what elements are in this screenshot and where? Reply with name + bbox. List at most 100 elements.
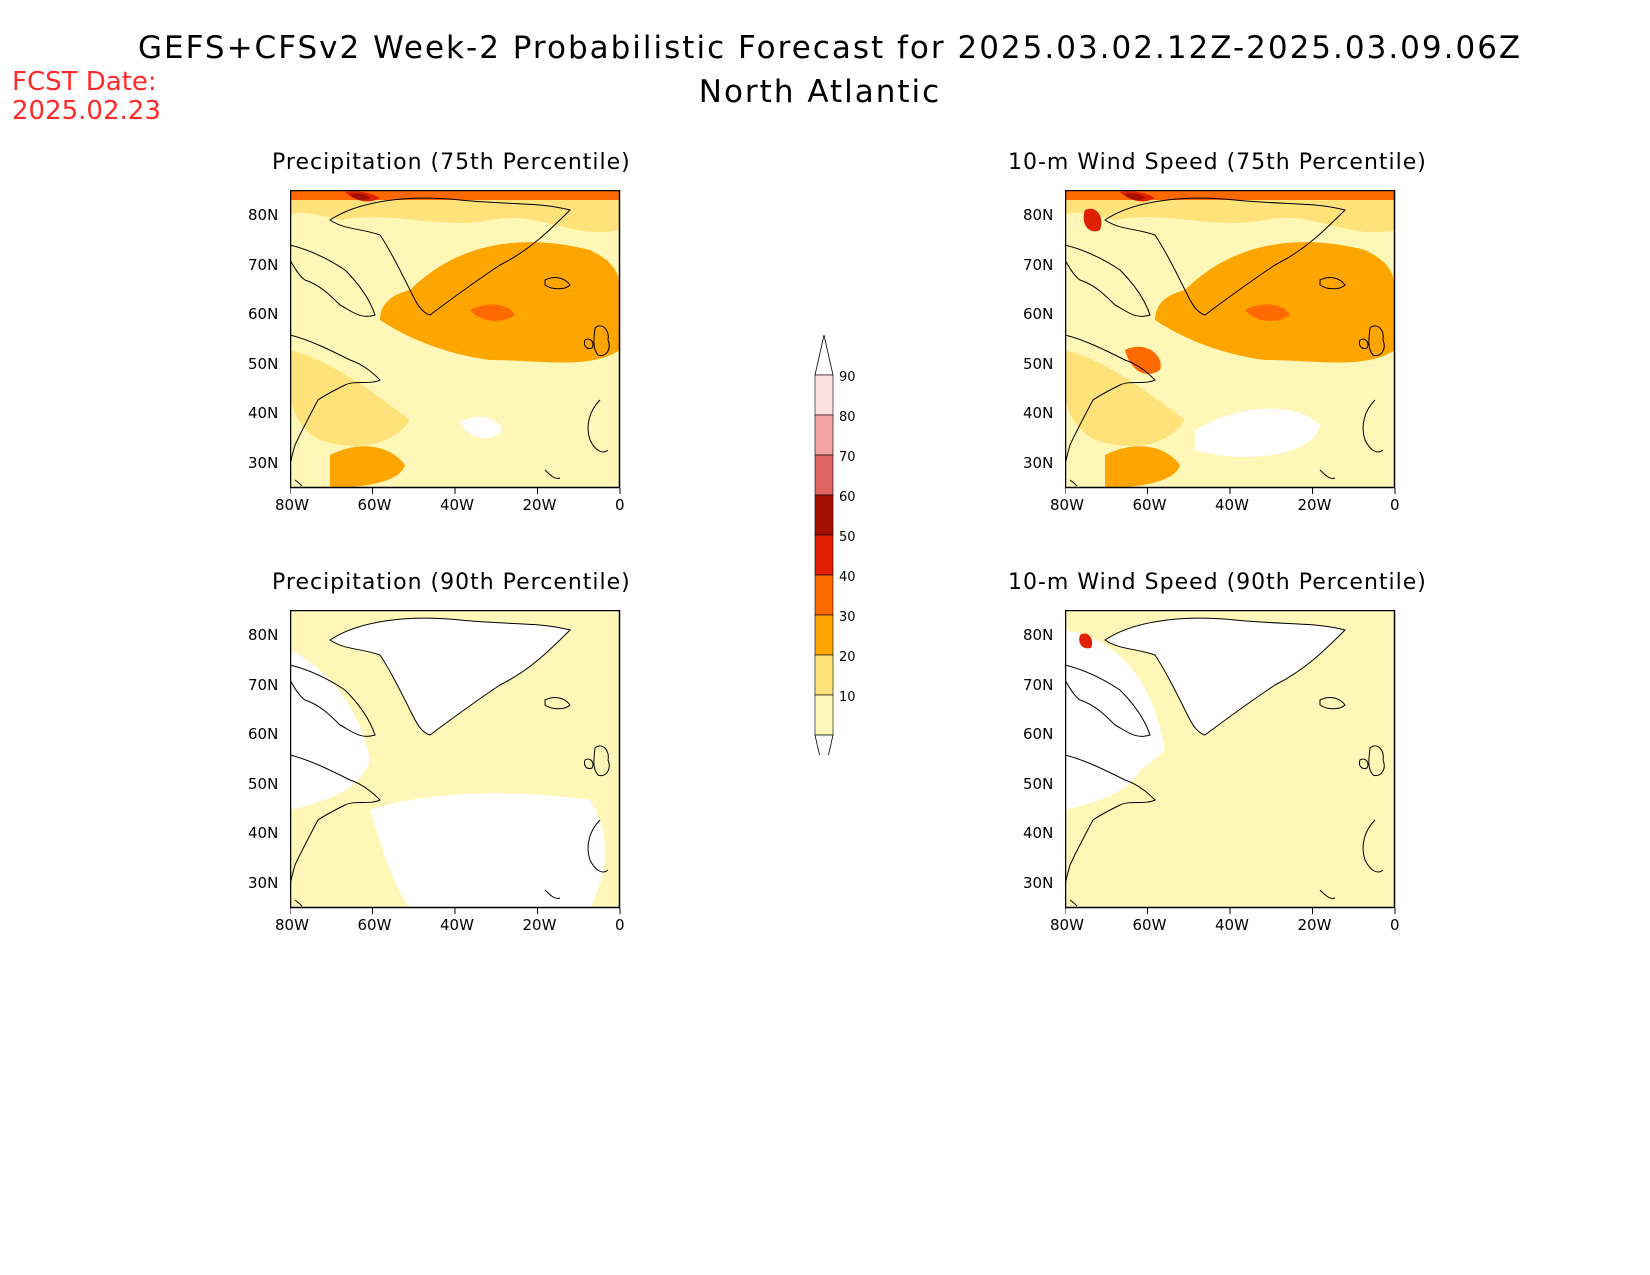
map-precip75-coastline-2 xyxy=(290,334,381,466)
map-wind75-field-60-70-top xyxy=(1125,193,1145,201)
map-precip90-coastline-1 xyxy=(290,664,376,737)
map-precip90-coastline-0 xyxy=(329,617,571,736)
map-wind75-lat-label-2: 60N xyxy=(1023,305,1054,323)
map-wind75-lat-label-3: 50N xyxy=(1023,354,1054,373)
map-wind75-coastline-2 xyxy=(1065,334,1156,466)
forecast-date-value: 2025.02.23 xyxy=(12,96,161,126)
map-precip90: 80N 70N 60N 50N 40N 30N 80W 60W 40W 20W 0 xyxy=(248,610,690,948)
map-wind75-coastline-1 xyxy=(1065,244,1151,317)
colorbar-bottom-tip xyxy=(814,734,834,776)
map-precip90-coastline-8 xyxy=(294,899,303,907)
map-wind75-lon-label-3: 20W xyxy=(1297,496,1332,514)
map-wind90-field-below-10-west xyxy=(1065,630,1165,810)
map-precip75-lat-label-1: 70N xyxy=(248,255,279,274)
map-wind75: 80N 70N 60N 50N 40N 30N 80W 60W 40W 20W 0 xyxy=(1023,190,1465,528)
colorbar-label-6: 30 xyxy=(839,610,856,625)
map-precip75-coastline-1 xyxy=(290,244,376,317)
map-wind90-lat-label-2: 60N xyxy=(1023,725,1054,743)
map-precip75-field-below-10 xyxy=(460,417,502,438)
map-precip75-lat-label-5: 30N xyxy=(248,453,279,472)
colorbar-segment-1 xyxy=(814,414,834,456)
map-wind90-lon-label-0: 80W xyxy=(1050,916,1084,934)
colorbar-segment-8 xyxy=(814,694,834,736)
map-wind75-coastline-3 xyxy=(1319,277,1346,290)
map-precip90-frame xyxy=(290,610,621,909)
map-wind75-lon-label-0: 80W xyxy=(1050,496,1084,514)
map-wind75-field-40-50-wind xyxy=(1125,346,1161,374)
map-precip75-coastline-6 xyxy=(587,399,609,453)
map-precip75-coastline-8 xyxy=(294,479,303,487)
map-wind90-lon-label-1: 60W xyxy=(1132,916,1167,934)
map-wind75-field-below-10-wind xyxy=(1195,408,1320,457)
map-precip90-lat-label-1: 70N xyxy=(248,675,279,694)
map-wind75-field-30-40-central xyxy=(1155,242,1395,363)
map-precip75-coastline-5 xyxy=(584,338,594,349)
colorbar-segment-6 xyxy=(814,614,834,656)
map-wind90-field-10-20 xyxy=(1065,610,1395,908)
map-precip90-lon-label-4: 0 xyxy=(615,916,625,934)
map-precip75-coastline-3 xyxy=(544,277,571,290)
map-wind90-lat-label-3: 50N xyxy=(1023,774,1054,793)
map-wind90-lat-label-0: 80N xyxy=(1023,626,1054,644)
map-wind90-lon-label-4: 0 xyxy=(1390,916,1400,934)
map-wind75-lon-label-4: 0 xyxy=(1390,496,1400,514)
map-wind90-lat-label-1: 70N xyxy=(1023,675,1054,694)
map-wind90-coastline-1 xyxy=(1065,664,1151,737)
map-precip90-field-below-10-greenland xyxy=(330,618,570,735)
forecast-date: FCST Date: 2025.02.23 xyxy=(12,68,161,126)
map-wind75-coastline-4 xyxy=(1368,325,1385,357)
colorbar-label-2: 70 xyxy=(839,450,856,465)
map-precip75-lat-label-4: 40N xyxy=(248,404,279,422)
map-precip75-field-60-70-top xyxy=(350,193,370,201)
map-wind75-coastline-7 xyxy=(1319,469,1336,479)
map-wind75-field-20-30-west xyxy=(1065,350,1185,446)
map-wind75-lat-label-4: 40N xyxy=(1023,404,1054,422)
map-wind90-svg xyxy=(1065,610,1396,914)
map-wind90-field-below-10-greenland xyxy=(1105,618,1345,735)
map-precip75-frame xyxy=(290,190,621,489)
colorbar-top-tip xyxy=(814,334,834,376)
map-precip90-coastline-3 xyxy=(544,697,571,710)
map-wind90-field-50-60-wind xyxy=(1079,633,1093,649)
panel-title-precip75: Precipitation (75th Percentile) xyxy=(272,150,631,175)
map-wind75-svg xyxy=(1065,190,1396,494)
map-wind75-field-50-60-wind xyxy=(1083,208,1102,232)
map-precip90-coastline-4 xyxy=(593,745,610,777)
colorbar-segment-5 xyxy=(814,574,834,616)
map-precip90-lon-label-1: 60W xyxy=(357,916,392,934)
map-precip90-lat-label-0: 80N xyxy=(248,626,279,644)
map-precip90-lat-label-5: 30N xyxy=(248,873,279,892)
figure-title-line2: North Atlantic xyxy=(698,74,942,110)
map-precip75-field-30-40-south xyxy=(330,446,405,488)
map-precip90-lon-label-3: 20W xyxy=(522,916,557,934)
map-wind90-coastline-6 xyxy=(1362,819,1384,873)
map-precip90-coastline-6 xyxy=(587,819,609,873)
map-precip75-coastline-7 xyxy=(544,469,561,479)
map-precip90-coastline-5 xyxy=(584,758,594,769)
map-precip90-lat-label-3: 50N xyxy=(248,774,279,793)
map-wind75-coastline-6 xyxy=(1362,399,1384,453)
map-precip90-coastline-7 xyxy=(544,889,561,899)
map-wind75-field-40-50-center xyxy=(1245,304,1290,322)
map-precip90-lon-label-2: 40W xyxy=(440,916,474,934)
colorbar-segment-3 xyxy=(814,494,834,536)
forecast-date-label: FCST Date: xyxy=(12,67,157,97)
map-precip75: 80N 70N 60N 50N 40N 30N 80W 60W 40W 20W 0 xyxy=(248,190,690,528)
map-precip90-svg xyxy=(290,610,621,914)
colorbar: 90 80 70 60 50 40 30 20 10 xyxy=(805,334,875,776)
map-wind90-frame xyxy=(1065,610,1396,909)
map-wind75-lat-label-1: 70N xyxy=(1023,255,1054,274)
map-precip75-lon-label-1: 60W xyxy=(357,496,392,514)
panel-title-precip90: Precipitation (90th Percentile) xyxy=(272,570,631,595)
map-wind90-lat-label-4: 40N xyxy=(1023,824,1054,842)
colorbar-svg: 90 80 70 60 50 40 30 20 10 xyxy=(814,334,856,776)
map-precip90-lat-label-4: 40N xyxy=(248,824,279,842)
map-wind90-coastline-4 xyxy=(1368,745,1385,777)
map-wind90-coastline-5 xyxy=(1359,758,1369,769)
map-wind90-lon-label-2: 40W xyxy=(1215,916,1249,934)
map-wind75-lat-label-0: 80N xyxy=(1023,206,1054,224)
map-precip75-lon-label-3: 20W xyxy=(522,496,557,514)
map-wind90-lon-label-3: 20W xyxy=(1297,916,1332,934)
map-wind75-coastline-0 xyxy=(1104,197,1346,316)
map-wind90-lat-label-5: 30N xyxy=(1023,873,1054,892)
